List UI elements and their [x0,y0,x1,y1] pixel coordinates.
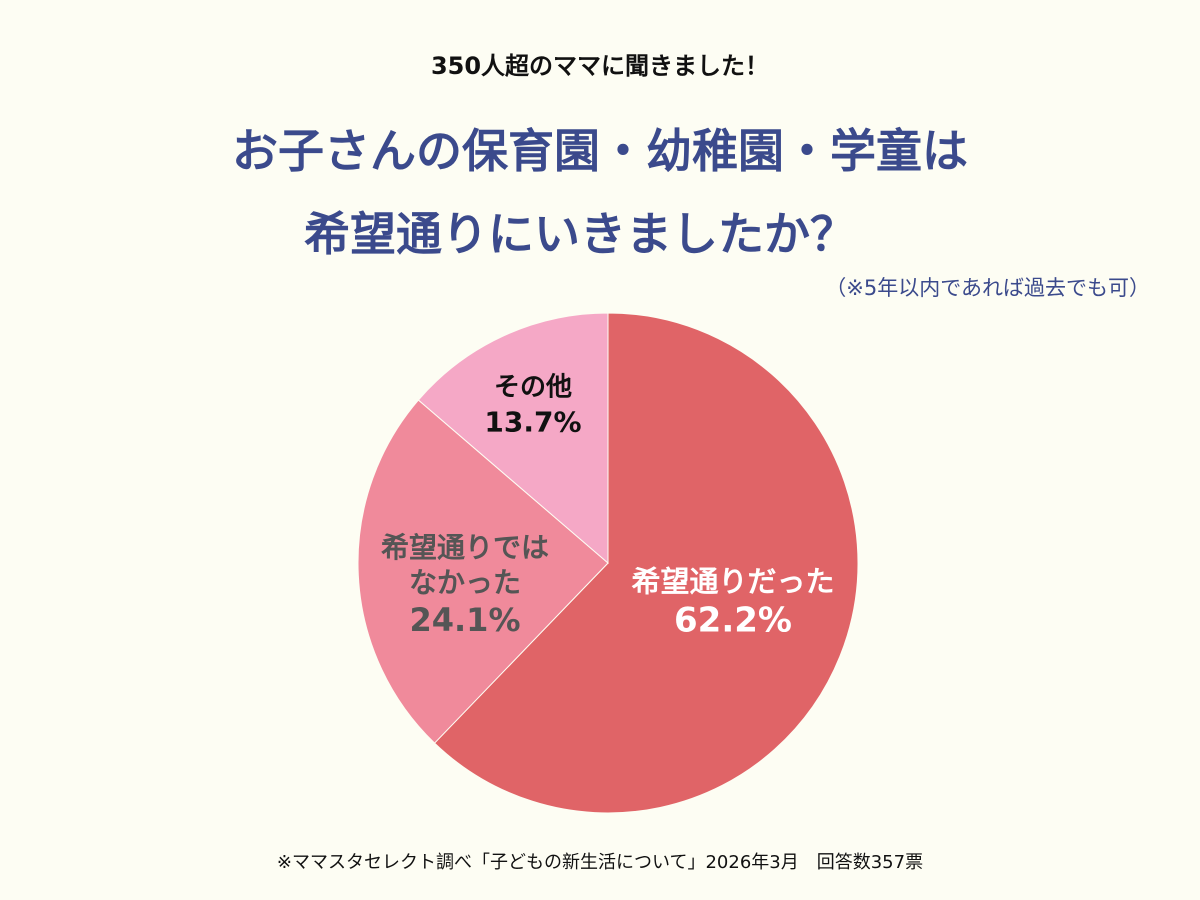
value-label: 13.7% [484,404,582,438]
category-label: 希望通りではなかった [380,531,549,599]
pie-slice [357,399,609,744]
chart-title: 希望通りにいきましたか？ [304,207,856,261]
slice-label: 希望通りだった 62.2% [603,564,863,643]
chart-title: お子さんの保育園・幼稚園・学童は [232,124,968,178]
note: （※5年以内であれば過去でも可） [825,276,1150,300]
slice-label: その他 13.7% [468,371,598,439]
subtitle: 350人超のママに聞きました！ [430,52,770,80]
value-label: 24.1% [409,601,521,639]
source: ※ママスタセレクト調べ「子どもの新生活について」2026年3月 回答数357票 [276,852,924,873]
slice-label: 希望通りではなかった 24.1% [373,530,558,640]
pie-slice [433,312,859,814]
category-label: 希望通りだった [631,564,835,599]
category-label: その他 [493,372,572,403]
pie-slice [417,312,609,565]
value-label: 62.2% [674,600,792,641]
